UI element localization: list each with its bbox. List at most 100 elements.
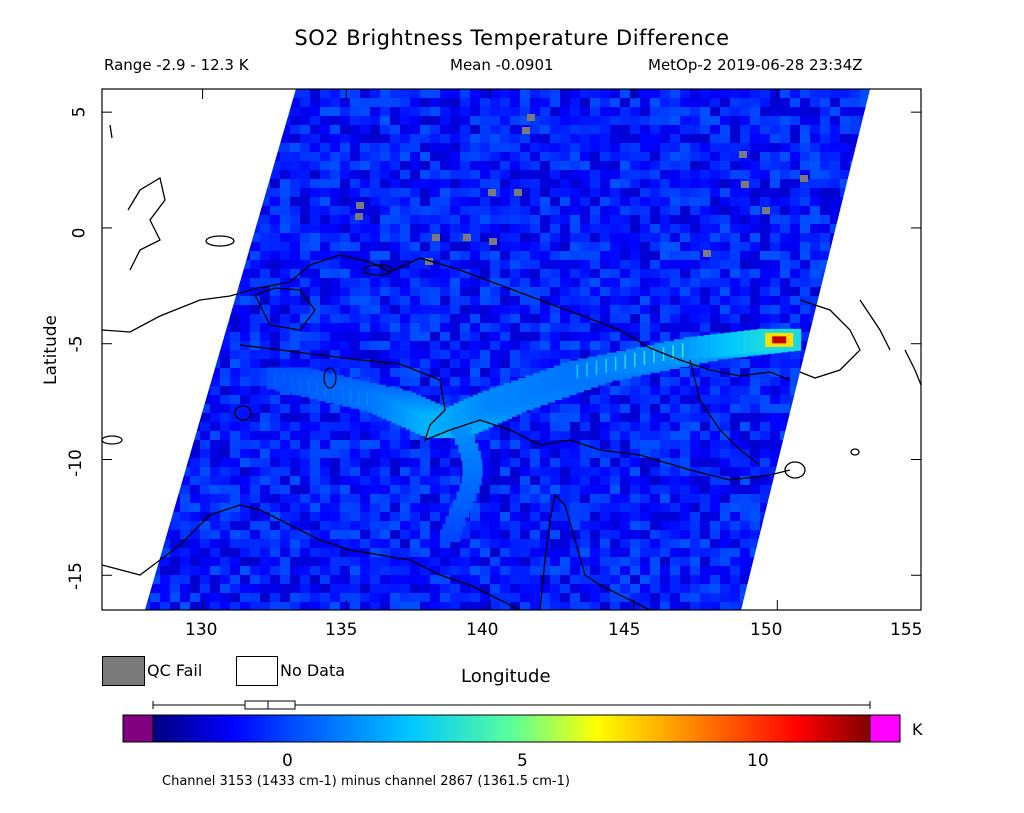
swath-pixel: [350, 431, 360, 440]
swath-pixel: [660, 494, 670, 503]
swath-pixel: [740, 521, 750, 530]
swath-pixel: [170, 557, 180, 566]
swath-pixel: [220, 449, 230, 458]
swath-pixel: [550, 107, 560, 116]
swath-pixel: [320, 422, 330, 431]
swath-pixel: [720, 467, 730, 476]
swath-pixel: [710, 467, 720, 476]
swath-pixel: [270, 341, 280, 350]
swath-pixel: [570, 548, 580, 557]
swath-pixel: [800, 287, 810, 296]
swath-pixel: [830, 143, 840, 152]
swath-pixel: [300, 323, 310, 332]
swath-pixel: [230, 458, 240, 467]
swath-pixel: [600, 593, 610, 602]
swath-pixel: [420, 206, 430, 215]
plume-cell: [454, 434, 475, 445]
swath-pixel: [330, 530, 340, 539]
swath-pixel: [450, 359, 460, 368]
swath-pixel: [450, 242, 460, 251]
swath-pixel: [430, 359, 440, 368]
swath-pixel: [810, 269, 820, 278]
swath-pixel: [480, 494, 490, 503]
swath-pixel: [600, 233, 610, 242]
swath-pixel: [500, 206, 510, 215]
swath-pixel: [310, 215, 320, 224]
swath-pixel: [800, 224, 810, 233]
swath-pixel: [270, 269, 280, 278]
swath-pixel: [700, 476, 710, 485]
swath-pixel: [330, 575, 340, 584]
swath-pixel: [410, 242, 420, 251]
swath-pixel: [780, 404, 790, 413]
swath-pixel: [530, 404, 540, 413]
swath-pixel: [300, 341, 310, 350]
swath-pixel: [740, 422, 750, 431]
swath-pixel: [360, 485, 370, 494]
swath-pixel: [680, 413, 690, 422]
swath-pixel: [520, 215, 530, 224]
lon-tick-label: 140: [466, 620, 499, 640]
swath-pixel: [630, 593, 640, 602]
swath-pixel: [720, 323, 730, 332]
swath-pixel: [330, 251, 340, 260]
swath-pixel: [460, 548, 470, 557]
swath-pixel: [680, 440, 690, 449]
swath-pixel: [380, 116, 390, 125]
swath-pixel: [610, 152, 620, 161]
swath-pixel: [430, 269, 440, 278]
swath-pixel: [660, 224, 670, 233]
swath-pixel: [750, 476, 760, 485]
swath-pixel: [770, 404, 780, 413]
swath-pixel: [230, 485, 240, 494]
swath-pixel: [190, 548, 200, 557]
swath-pixel: [580, 332, 590, 341]
swath-pixel: [770, 188, 780, 197]
swath-pixel: [570, 314, 580, 323]
swath-pixel: [610, 143, 620, 152]
swath-pixel: [610, 242, 620, 251]
swath-pixel: [310, 602, 320, 610]
swath-pixel: [680, 395, 690, 404]
swath-pixel: [710, 98, 720, 107]
swath-pixel: [210, 539, 220, 548]
swath-pixel: [420, 98, 430, 107]
swath-pixel: [300, 413, 310, 422]
swath-pixel: [620, 152, 630, 161]
swath-pixel: [560, 350, 570, 359]
swath-pixel: [380, 431, 390, 440]
swath-pixel: [330, 278, 340, 287]
swath-pixel: [660, 206, 670, 215]
swath-pixel: [570, 224, 580, 233]
swath-pixel: [730, 260, 740, 269]
swath-pixel: [260, 233, 270, 242]
swath-pixel: [420, 134, 430, 143]
swath-pixel: [630, 143, 640, 152]
swath-pixel: [430, 458, 440, 467]
swath-pixel: [530, 269, 540, 278]
swath-pixel: [200, 503, 210, 512]
swath-pixel: [610, 332, 620, 341]
swath-pixel: [520, 251, 530, 260]
swath-pixel: [780, 287, 790, 296]
swath-pixel: [660, 548, 670, 557]
swath-pixel: [750, 314, 760, 323]
qc-fail-pixel: [762, 207, 770, 214]
swath-pixel: [250, 269, 260, 278]
swath-pixel: [730, 152, 740, 161]
swath-pixel: [270, 566, 280, 575]
swath-pixel: [210, 386, 220, 395]
qc-fail-pixel: [739, 151, 747, 158]
swath-pixel: [610, 602, 620, 610]
swath-pixel: [230, 476, 240, 485]
swath-pixel: [180, 593, 190, 602]
swath-pixel: [630, 161, 640, 170]
swath-pixel: [290, 350, 300, 359]
swath-pixel: [550, 161, 560, 170]
swath-pixel: [540, 305, 550, 314]
swath-pixel: [360, 431, 370, 440]
swath-pixel: [770, 269, 780, 278]
swath-pixel: [660, 98, 670, 107]
swath-pixel: [750, 386, 760, 395]
swath-pixel: [660, 584, 670, 593]
